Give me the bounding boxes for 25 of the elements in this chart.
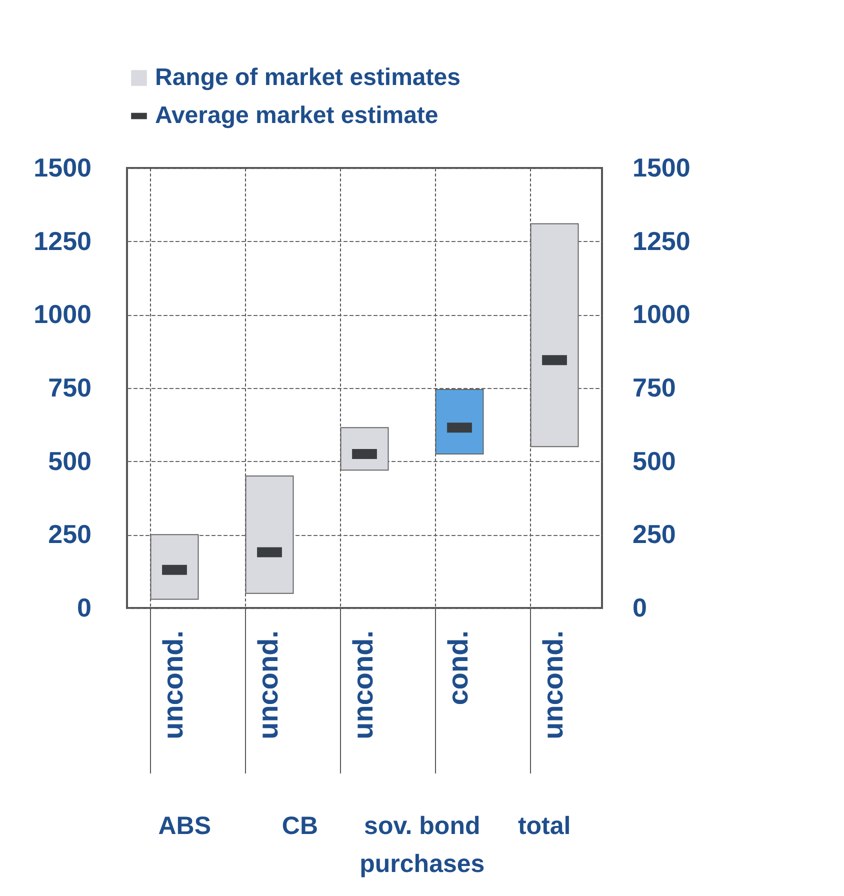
- x-tick-label: cond.: [442, 630, 474, 706]
- x-tick-label: uncond.: [252, 630, 284, 740]
- legend-label: Range of market estimates: [155, 64, 460, 91]
- y-tick-label: 0: [77, 592, 92, 622]
- y-tick-label: 1500: [34, 152, 92, 182]
- legend-label: Average market estimate: [155, 102, 438, 129]
- y2-tick-label: 750: [632, 372, 676, 402]
- text: CB: [280, 811, 320, 842]
- y2-tick-label: 0: [632, 592, 647, 622]
- x-tick-label: uncond.: [158, 630, 188, 740]
- text: sov. bond purchases: [358, 811, 486, 880]
- y-tick-label: 750: [48, 372, 92, 402]
- y2-tick-label: 1000: [632, 299, 690, 330]
- text: total: [516, 811, 572, 842]
- y-tick-label: 1000: [34, 299, 92, 330]
- y2-tick-label: 250: [632, 519, 676, 550]
- y2-tick-label: 1250: [632, 226, 690, 256]
- y-tick-label: 250: [48, 519, 92, 550]
- y-tick-label: 1250: [34, 226, 92, 256]
- x-tick-label: uncond.: [348, 630, 378, 740]
- y2-tick-label: 500: [632, 446, 676, 476]
- y2-tick-label: 1500: [632, 152, 690, 182]
- y-tick-label: 500: [48, 446, 92, 476]
- text: ABS: [157, 811, 212, 842]
- x-tick-label: uncond.: [538, 630, 568, 740]
